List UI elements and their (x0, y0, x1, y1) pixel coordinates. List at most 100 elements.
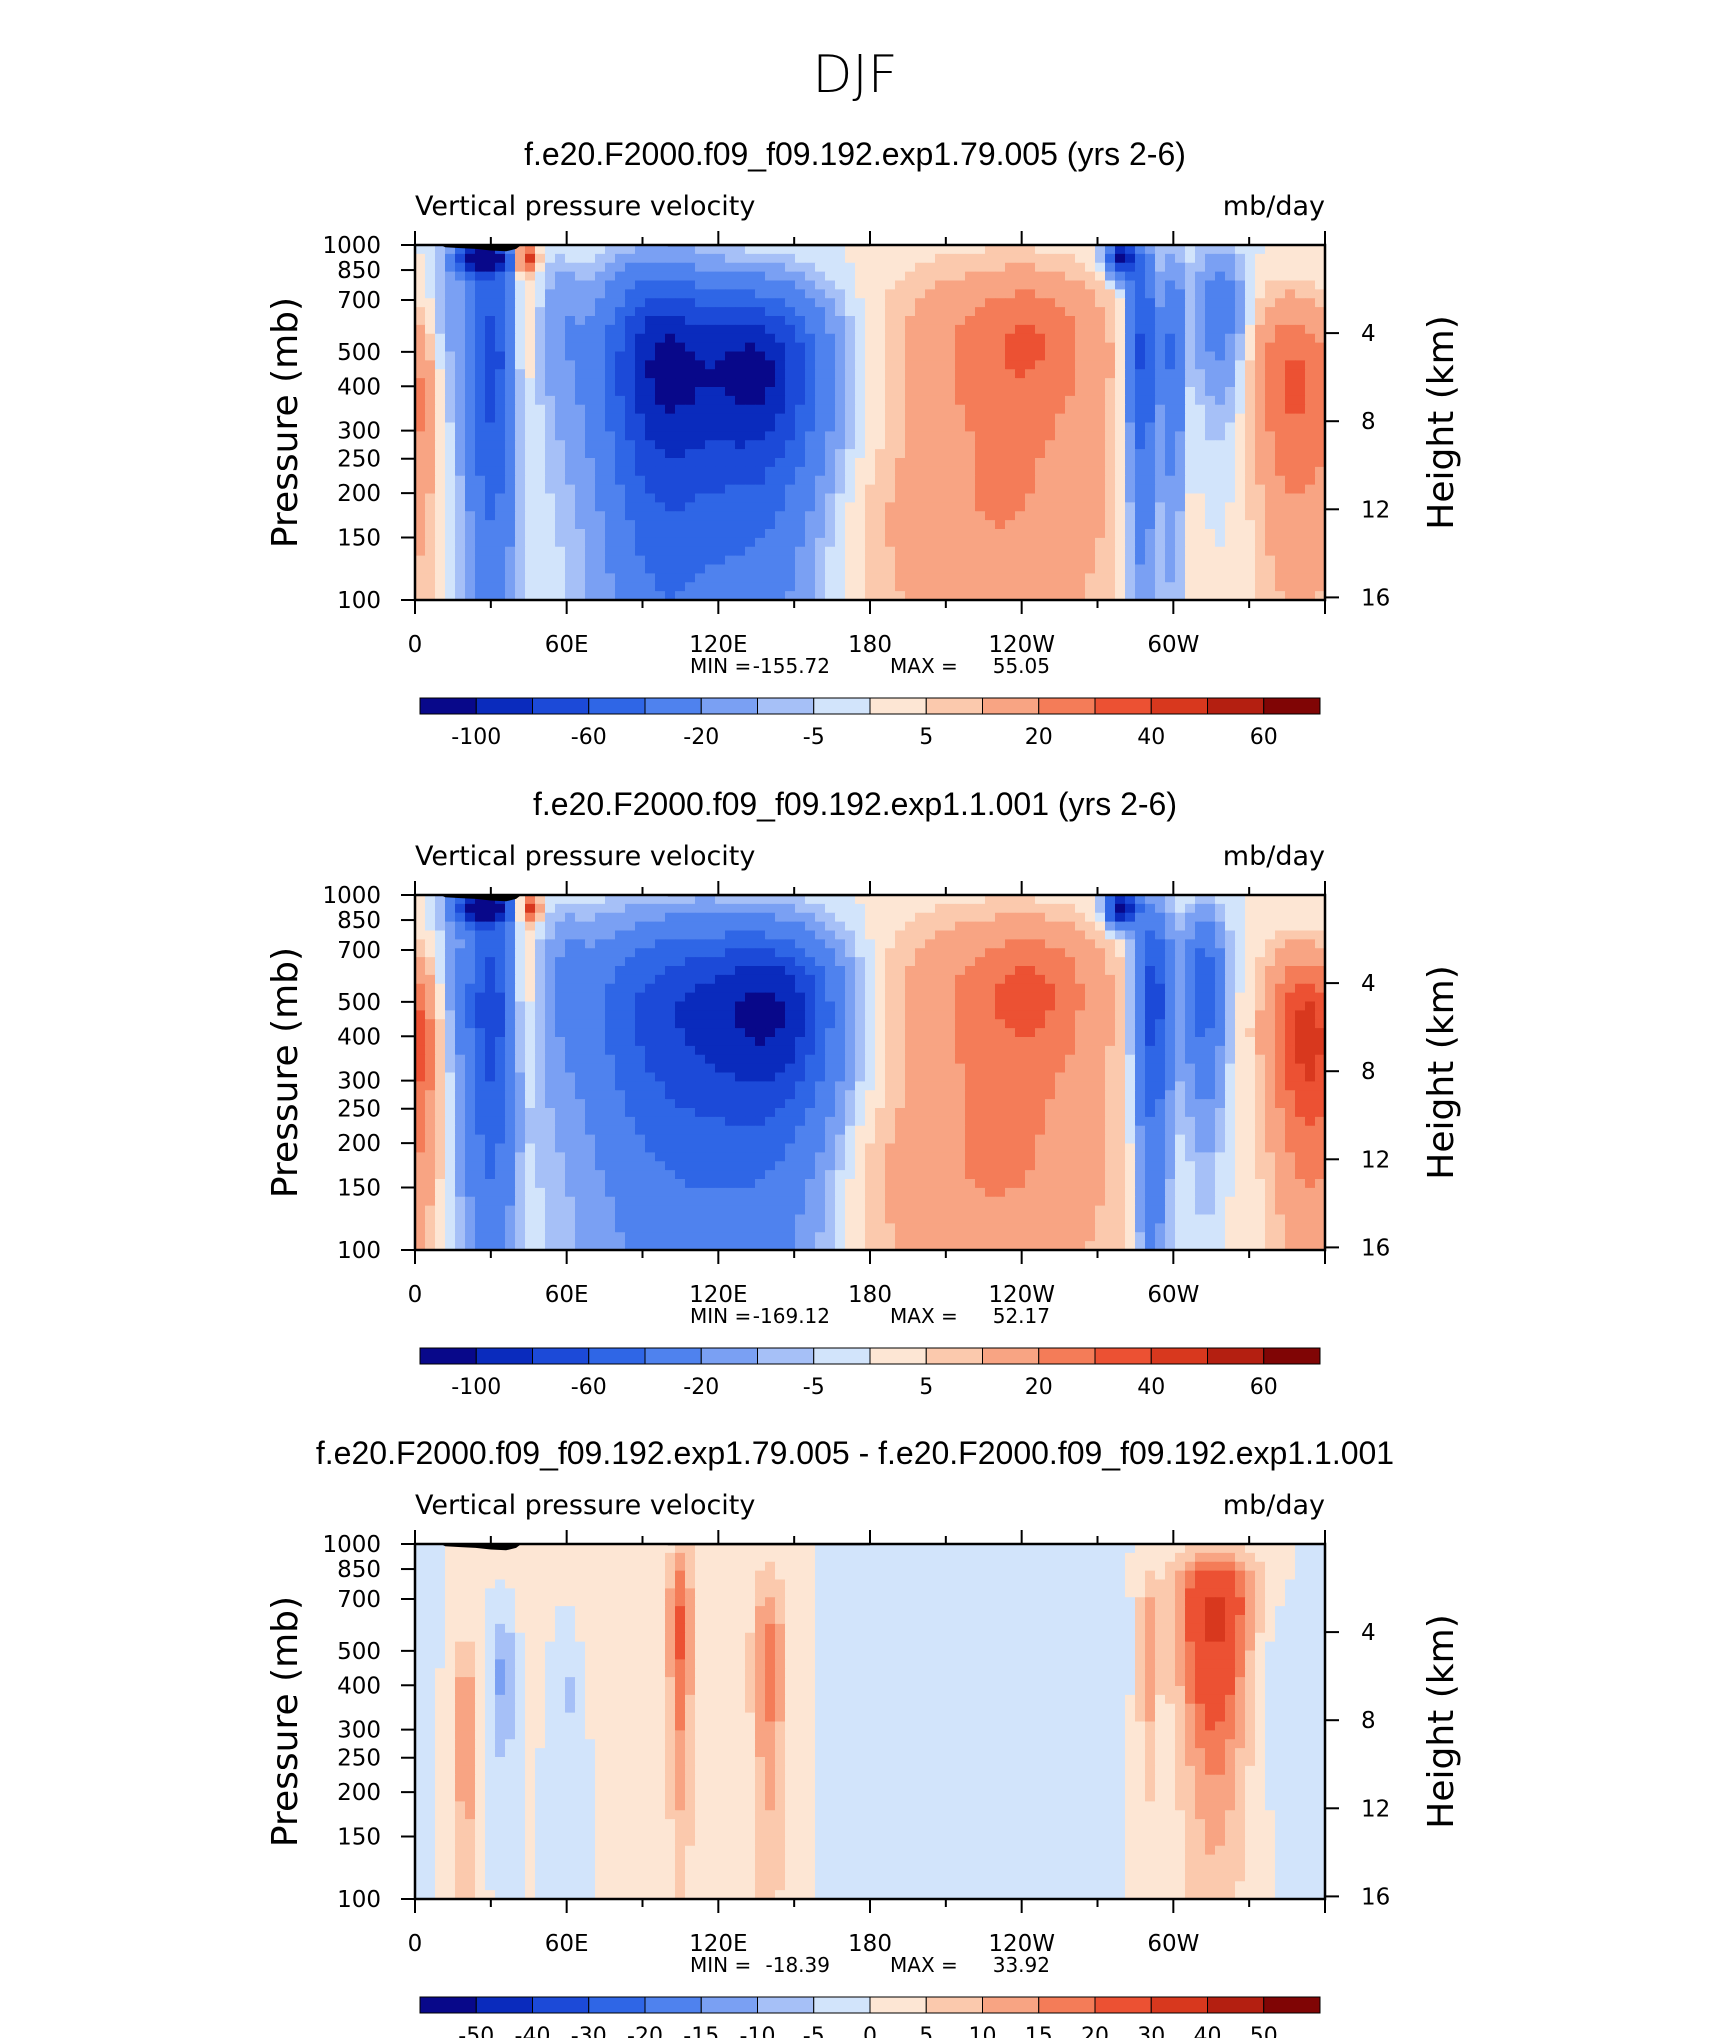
field-cell (425, 316, 436, 326)
field-cell (965, 431, 976, 441)
field-cell (815, 493, 826, 503)
field-cell (1135, 895, 1146, 905)
field-cell (465, 458, 476, 468)
field-cell (945, 948, 956, 958)
field-cell (455, 511, 466, 521)
field-cell (425, 245, 436, 255)
field-cell (935, 422, 946, 432)
field-cell (775, 591, 786, 600)
field-cell (415, 992, 426, 1003)
field-cell (715, 564, 726, 574)
field-cell (1085, 387, 1096, 397)
field-cell (895, 903, 906, 914)
field-cell (585, 369, 596, 379)
field-cell (945, 280, 956, 290)
field-cell (845, 546, 856, 557)
field-cell (625, 449, 636, 459)
field-cell (535, 280, 546, 290)
field-cell (1185, 591, 1196, 600)
field-cell (425, 280, 436, 290)
field-cell (805, 324, 816, 335)
field-cell (985, 983, 996, 994)
field-cell (925, 262, 936, 273)
field-cell (985, 466, 996, 477)
field-cell (1015, 333, 1026, 344)
field-cell (525, 369, 536, 379)
field-cell (425, 511, 436, 521)
field-cell (525, 948, 536, 958)
field-cell (845, 511, 856, 521)
field-cell (795, 546, 806, 557)
field-cell (465, 422, 476, 432)
field-cell (705, 324, 716, 335)
field-cell (1135, 921, 1146, 932)
field-cell (875, 449, 886, 459)
field-cell (545, 466, 556, 477)
field-cell (1175, 992, 1186, 1003)
field-cell (1055, 564, 1066, 574)
field-cell (535, 903, 546, 914)
field-cell (965, 333, 976, 344)
field-cell (1065, 573, 1076, 583)
field-cell (495, 1001, 506, 1011)
field-cell (1225, 992, 1236, 1003)
field-cell (895, 395, 906, 406)
field-cell (675, 520, 686, 530)
field-cell (985, 957, 996, 967)
field-cell (935, 440, 946, 450)
field-cell (535, 395, 546, 406)
field-cell (735, 484, 746, 495)
field-cell (475, 404, 486, 415)
field-cell (685, 466, 696, 477)
field-cell (735, 895, 746, 905)
field-cell (1015, 1001, 1026, 1011)
field-cell (1275, 555, 1286, 566)
field-cell (695, 245, 706, 255)
field-cell (1145, 912, 1156, 923)
field-cell (1135, 449, 1146, 459)
field-cell (1145, 449, 1156, 459)
field-cell (505, 493, 516, 503)
field-cell (785, 466, 796, 477)
field-cell (515, 253, 526, 264)
field-cell (945, 520, 956, 530)
field-cell (655, 387, 666, 397)
field-cell (775, 966, 786, 976)
field-cell (1085, 555, 1096, 566)
field-cell (415, 974, 426, 985)
field-cell (895, 992, 906, 1003)
field-cell (1245, 440, 1256, 450)
field-cell (815, 895, 826, 905)
field-cell (1185, 280, 1196, 290)
field-cell (965, 280, 976, 290)
field-cell (1225, 895, 1236, 905)
field-cell (945, 404, 956, 415)
field-cell (575, 422, 586, 432)
field-cell (675, 262, 686, 273)
field-cell (1275, 307, 1286, 317)
field-cell (1245, 413, 1256, 424)
field-cell (555, 351, 566, 361)
field-cell (745, 280, 756, 290)
field-cell (515, 573, 526, 583)
field-cell (985, 555, 996, 566)
field-cell (735, 271, 746, 282)
field-cell (1155, 948, 1166, 958)
field-cell (805, 298, 816, 308)
field-cell (685, 591, 696, 600)
field-cell (1125, 520, 1136, 530)
field-cell (1175, 948, 1186, 958)
field-cell (775, 333, 786, 344)
field-cell (1265, 957, 1276, 967)
field-cell (805, 983, 816, 994)
field-cell (585, 289, 596, 299)
field-cell (625, 939, 636, 949)
field-cell (545, 245, 556, 255)
field-cell (545, 440, 556, 450)
field-cell (715, 930, 726, 940)
field-cell (1225, 449, 1236, 459)
field-cell (535, 342, 546, 353)
field-cell (525, 939, 536, 949)
field-cell (585, 520, 596, 530)
field-cell (1265, 360, 1276, 370)
